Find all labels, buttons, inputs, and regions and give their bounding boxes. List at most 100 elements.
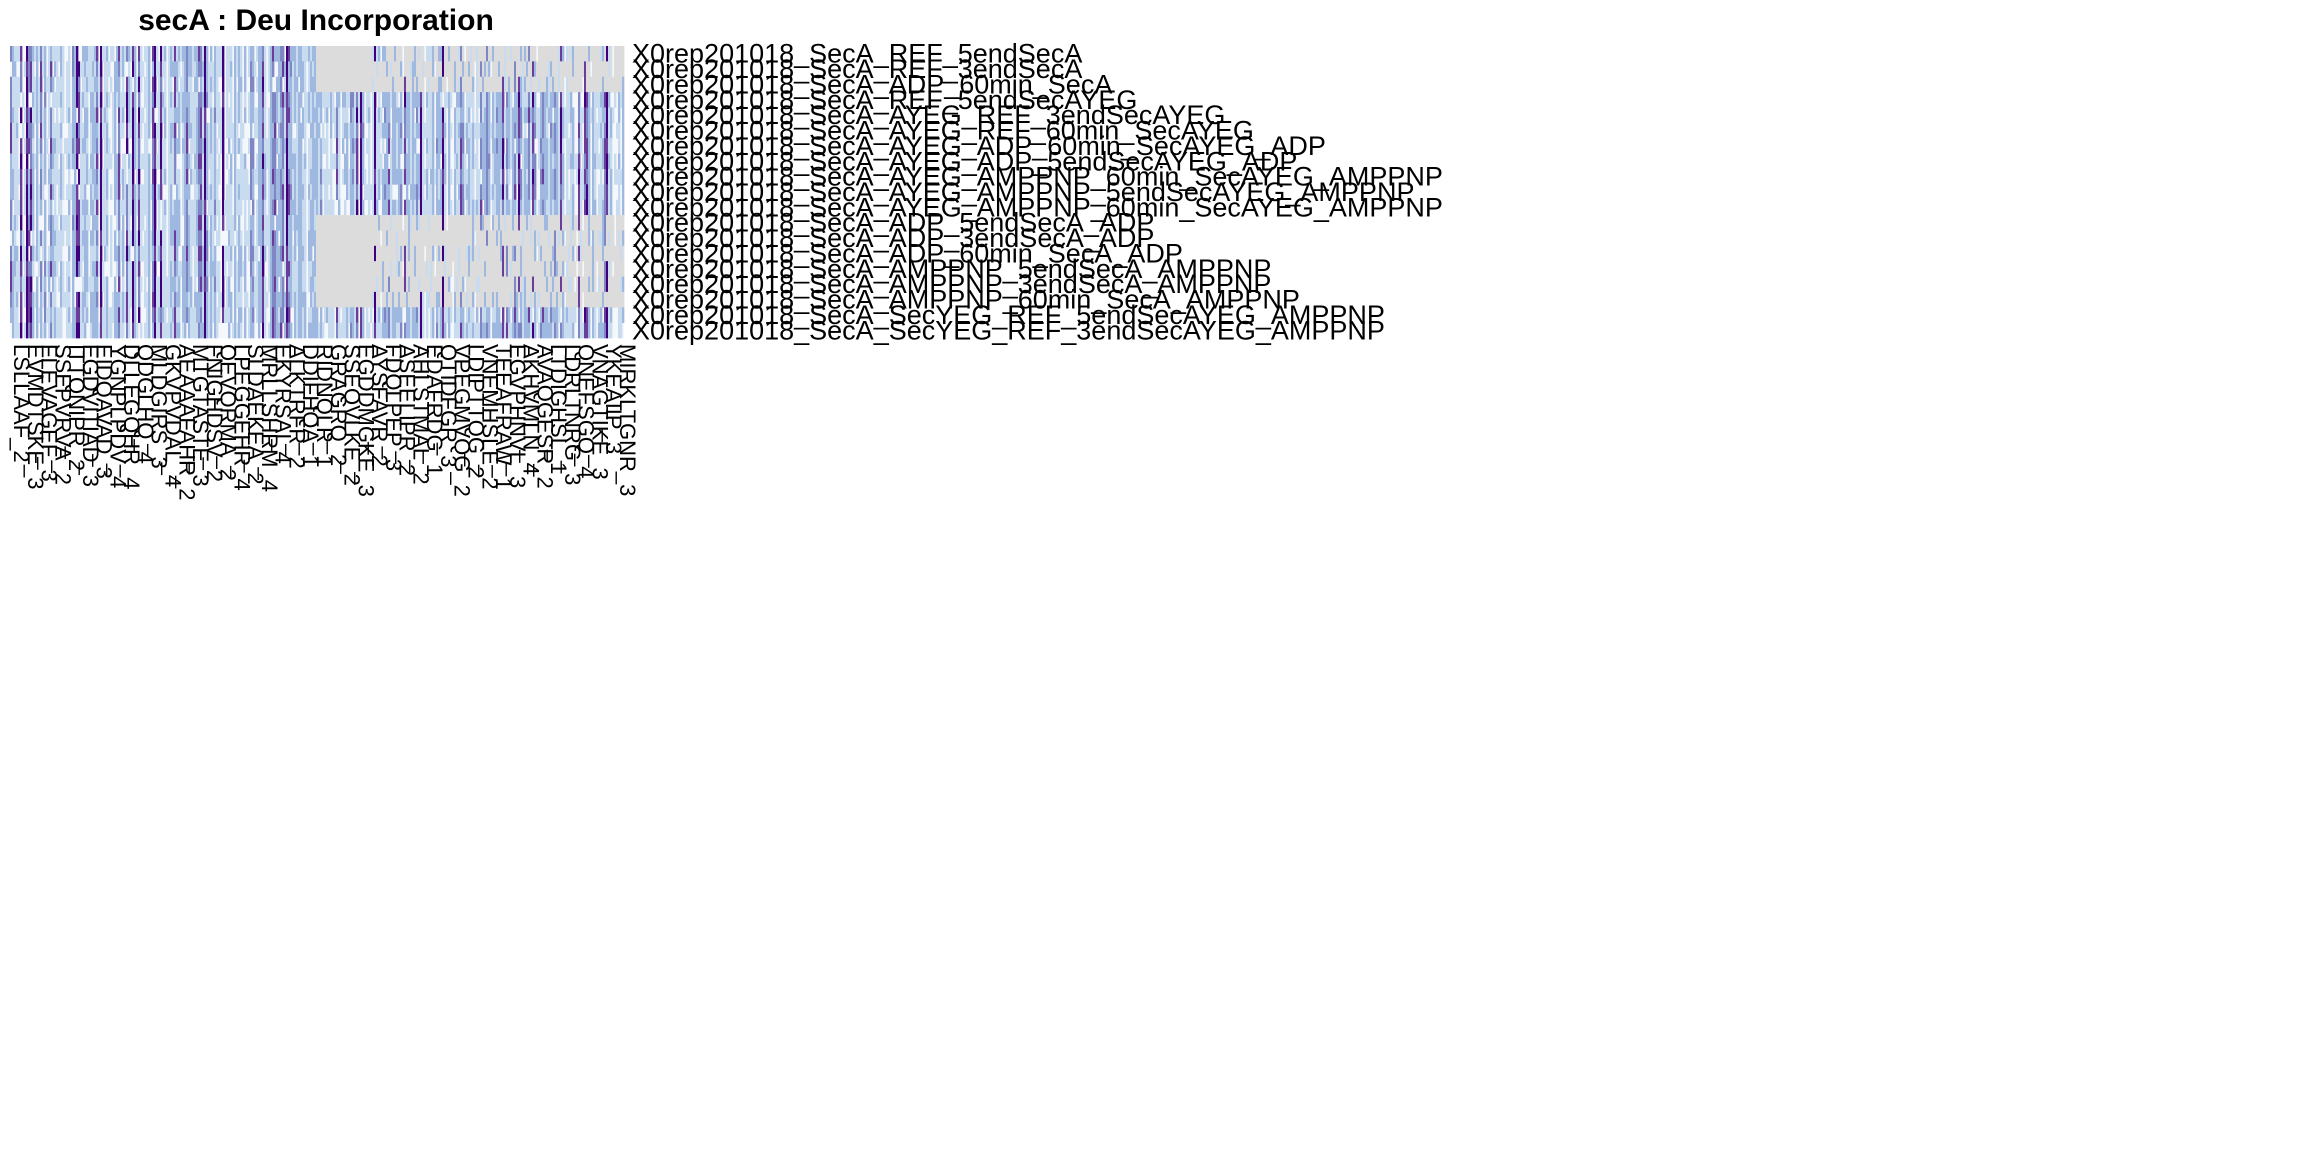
heatmap-cell — [350, 245, 353, 262]
heatmap-cell — [272, 230, 275, 247]
heatmap-cell — [472, 46, 475, 62]
heatmap-cell — [432, 92, 435, 108]
heatmap-cell — [118, 322, 121, 339]
heatmap-cell — [490, 291, 493, 308]
heatmap-cell — [572, 276, 575, 293]
heatmap-cell — [510, 61, 513, 78]
row-label: X0rep201018_SecA_REF_5endSecAYEG — [632, 85, 1137, 115]
heatmap-cell — [486, 92, 489, 108]
heatmap-cell — [168, 322, 171, 339]
heatmap-cell — [416, 215, 419, 231]
heatmap-cell — [92, 46, 95, 62]
heatmap-cell — [610, 122, 613, 139]
heatmap-cell — [610, 261, 613, 277]
heatmap-cell — [80, 61, 83, 78]
heatmap-cell — [66, 76, 69, 93]
heatmap-cell — [228, 291, 231, 308]
heatmap-cell — [196, 122, 199, 139]
heatmap-cell — [440, 107, 443, 124]
heatmap-cell — [406, 245, 409, 262]
heatmap-cell — [474, 215, 477, 231]
heatmap-cell — [384, 230, 387, 247]
heatmap-cell — [388, 122, 391, 139]
heatmap-cell — [398, 199, 401, 216]
heatmap-cell — [280, 230, 283, 247]
column-label: EIDQAVAD_3 — [92, 344, 117, 479]
heatmap-cell — [338, 168, 341, 185]
heatmap-cell — [478, 215, 481, 231]
heatmap-cell — [110, 322, 113, 339]
heatmap-cell — [174, 138, 177, 154]
heatmap-cell — [314, 215, 317, 231]
heatmap-cell — [590, 261, 593, 277]
heatmap-cell — [188, 76, 191, 93]
heatmap-cell — [148, 107, 151, 124]
heatmap-cell — [216, 322, 219, 339]
heatmap-cell — [56, 76, 59, 93]
heatmap-cell — [558, 276, 561, 293]
heatmap-cell — [258, 276, 261, 293]
heatmap-cell — [402, 168, 405, 185]
heatmap-cell — [360, 76, 363, 93]
heatmap-cell — [608, 245, 611, 262]
heatmap-cell — [422, 61, 425, 78]
heatmap-cell — [198, 230, 201, 247]
heatmap-cell — [258, 307, 261, 323]
heatmap-cell — [442, 138, 445, 154]
heatmap-cell — [294, 92, 297, 108]
heatmap-cell — [500, 291, 503, 308]
heatmap-cell — [484, 122, 487, 139]
heatmap-cell — [600, 122, 603, 139]
heatmap-cell — [288, 261, 291, 277]
heatmap-cell — [504, 291, 507, 308]
heatmap-cell — [622, 76, 625, 93]
heatmap-cell — [114, 61, 117, 78]
heatmap-cell — [136, 230, 139, 247]
heatmap-cell — [370, 61, 373, 78]
heatmap-cell — [510, 261, 513, 277]
heatmap-cell — [100, 199, 103, 216]
heatmap-cell — [594, 153, 597, 170]
heatmap-cell — [606, 215, 609, 231]
heatmap-cell — [578, 168, 581, 185]
heatmap-cell — [254, 168, 257, 185]
heatmap-cell — [200, 168, 203, 185]
heatmap-cell — [592, 322, 595, 339]
heatmap-cell — [386, 322, 389, 339]
heatmap-cell — [160, 307, 163, 323]
heatmap-cell — [440, 276, 443, 293]
heatmap-cell — [606, 261, 609, 277]
heatmap-cell — [570, 122, 573, 139]
heatmap-cell — [194, 92, 197, 108]
heatmap-cell — [456, 46, 459, 62]
heatmap-cell — [350, 230, 353, 247]
heatmap-cell — [476, 61, 479, 78]
heatmap-cell — [272, 61, 275, 78]
heatmap-cell — [540, 46, 543, 62]
heatmap-cell — [236, 122, 239, 139]
heatmap-cell — [386, 199, 389, 216]
heatmap-cell — [186, 76, 189, 93]
heatmap-cell — [404, 168, 407, 185]
heatmap-cell — [200, 276, 203, 293]
heatmap-cell — [172, 291, 175, 308]
heatmap-cell — [604, 168, 607, 185]
heatmap-cell — [304, 261, 307, 277]
heatmap-cell — [400, 92, 403, 108]
heatmap-cell — [84, 76, 87, 93]
heatmap-cell — [10, 153, 13, 170]
heatmap-cell — [452, 46, 455, 62]
heatmap-cell — [450, 199, 453, 216]
heatmap-cell — [48, 168, 51, 185]
heatmap-cell — [120, 92, 123, 108]
heatmap-cell — [184, 61, 187, 78]
heatmap-cell — [546, 92, 549, 108]
heatmap-cell — [286, 291, 289, 308]
heatmap-cell — [378, 46, 381, 62]
heatmap-cell — [538, 291, 541, 308]
heatmap-cell — [262, 276, 265, 293]
heatmap-cell — [312, 307, 315, 323]
heatmap-cell — [442, 276, 445, 293]
column-label: AKHVMLN_4 — [519, 344, 544, 475]
heatmap-cell — [70, 122, 73, 139]
